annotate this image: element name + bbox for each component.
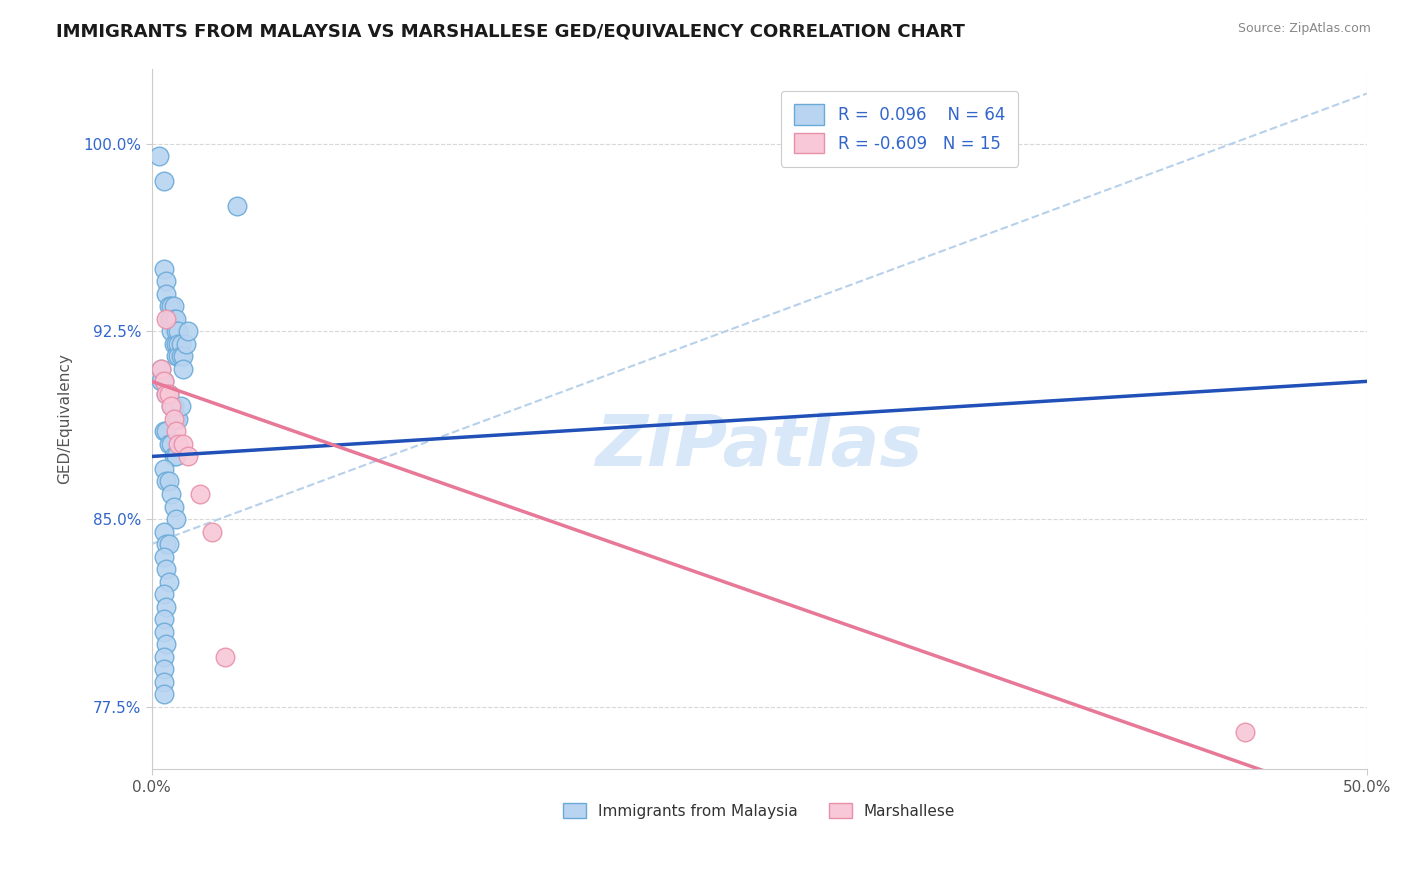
Text: ZIPatlas: ZIPatlas: [596, 412, 922, 482]
Point: [165, 450, 187, 464]
Point: [155, 562, 177, 576]
Point: [157, 387, 180, 401]
Point: [150, 362, 173, 376]
Point: [172, 437, 194, 451]
Point: [155, 537, 177, 551]
Point: [160, 324, 183, 338]
Point: [155, 311, 177, 326]
Point: [165, 349, 187, 363]
Point: [155, 599, 177, 614]
Point: [170, 336, 193, 351]
Point: [160, 400, 183, 414]
Point: [153, 674, 176, 689]
Point: [155, 274, 177, 288]
Point: [153, 375, 176, 389]
Point: [153, 587, 176, 601]
Point: [150, 375, 173, 389]
Point: [157, 387, 180, 401]
Point: [157, 475, 180, 489]
Point: [167, 336, 190, 351]
Point: [174, 336, 197, 351]
Point: [153, 524, 176, 539]
Point: [153, 174, 176, 188]
Point: [162, 412, 184, 426]
Point: [162, 311, 184, 326]
Point: [157, 311, 180, 326]
Point: [177, 450, 200, 464]
Point: [150, 362, 173, 376]
Point: [167, 349, 190, 363]
Point: [155, 475, 177, 489]
Point: [214, 649, 236, 664]
Point: [160, 487, 183, 501]
Point: [160, 311, 183, 326]
Point: [165, 412, 187, 426]
Point: [162, 336, 184, 351]
Point: [172, 362, 194, 376]
Point: [153, 549, 176, 564]
Point: [153, 624, 176, 639]
Point: [225, 199, 247, 213]
Y-axis label: GED/Equivalency: GED/Equivalency: [58, 353, 72, 484]
Point: [155, 387, 177, 401]
Point: [1234, 724, 1257, 739]
Point: [160, 437, 183, 451]
Legend: Immigrants from Malaysia, Marshallese: Immigrants from Malaysia, Marshallese: [557, 797, 962, 825]
Point: [157, 537, 180, 551]
Point: [153, 612, 176, 626]
Point: [170, 400, 193, 414]
Point: [157, 437, 180, 451]
Point: [153, 462, 176, 476]
Point: [162, 299, 184, 313]
Point: [148, 149, 170, 163]
Point: [155, 637, 177, 651]
Point: [165, 512, 187, 526]
Point: [160, 299, 183, 313]
Point: [167, 412, 190, 426]
Point: [155, 387, 177, 401]
Point: [162, 450, 184, 464]
Point: [165, 324, 187, 338]
Point: [153, 425, 176, 439]
Point: [162, 400, 184, 414]
Point: [155, 286, 177, 301]
Point: [157, 299, 180, 313]
Point: [153, 649, 176, 664]
Point: [172, 349, 194, 363]
Point: [170, 349, 193, 363]
Point: [165, 336, 187, 351]
Point: [165, 311, 187, 326]
Text: IMMIGRANTS FROM MALAYSIA VS MARSHALLESE GED/EQUIVALENCY CORRELATION CHART: IMMIGRANTS FROM MALAYSIA VS MARSHALLESE …: [56, 22, 965, 40]
Point: [188, 487, 211, 501]
Point: [155, 425, 177, 439]
Point: [177, 324, 200, 338]
Point: [167, 437, 190, 451]
Point: [153, 687, 176, 701]
Text: Source: ZipAtlas.com: Source: ZipAtlas.com: [1237, 22, 1371, 36]
Point: [153, 261, 176, 276]
Point: [157, 574, 180, 589]
Point: [167, 324, 190, 338]
Point: [165, 425, 187, 439]
Point: [162, 500, 184, 514]
Point: [201, 524, 224, 539]
Point: [153, 375, 176, 389]
Point: [153, 662, 176, 676]
Point: [160, 400, 183, 414]
